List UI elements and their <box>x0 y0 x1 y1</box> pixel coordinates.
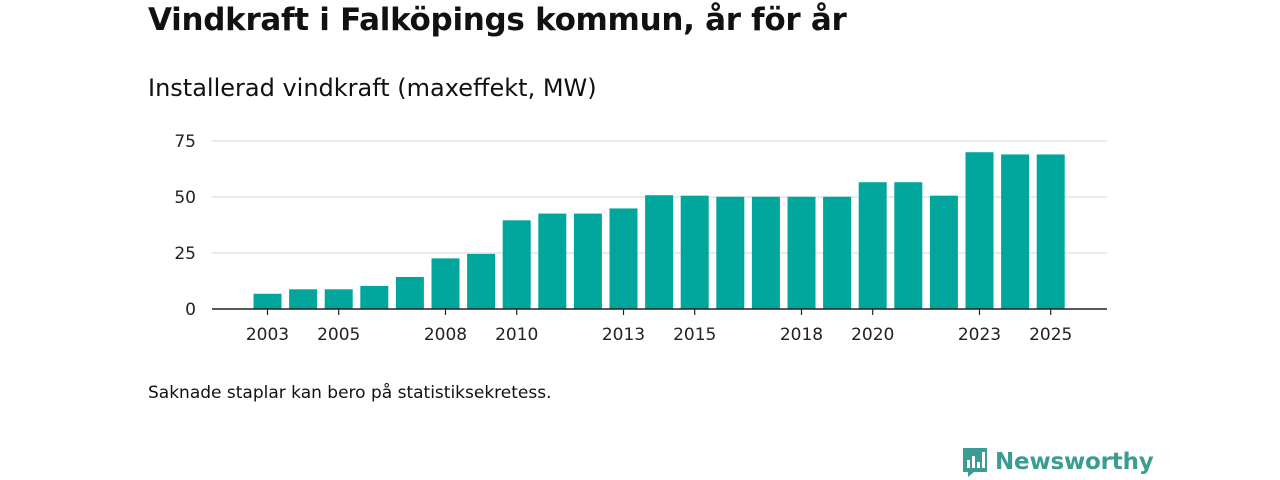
bar-2020 <box>858 182 887 309</box>
x-tick-label: 2005 <box>317 325 360 345</box>
bar-2012 <box>573 213 602 309</box>
x-tick-label: 2025 <box>1029 325 1072 345</box>
bar-2016 <box>716 196 745 309</box>
x-tick-label: 2003 <box>246 325 289 345</box>
x-tick-label: 2015 <box>673 325 716 345</box>
bar-2018 <box>787 196 816 309</box>
bar-2023 <box>965 152 994 309</box>
x-axis-ticks: 2003 2005 2008 2010 2013 2015 2018 2020 2023 2025 <box>246 309 1072 345</box>
brand-name: Newsworthy <box>995 449 1154 475</box>
bar-chart: 0 25 50 75 2003 2005 2008 2010 2013 2015 2018 2020… <box>174 132 1107 345</box>
bar-2005 <box>324 289 353 309</box>
y-tick-label: 50 <box>174 188 196 208</box>
bar-2015 <box>680 195 709 309</box>
x-tick-label: 2010 <box>495 325 538 345</box>
bar-2006 <box>360 285 389 309</box>
bar-2017 <box>751 196 780 309</box>
chart-subtitle: Installerad vindkraft (maxeffekt, MW) <box>148 74 597 102</box>
bar-2019 <box>823 196 852 309</box>
bar-2022 <box>929 195 958 309</box>
chart-title: Vindkraft i Falköpings kommun, år för år <box>148 2 847 38</box>
bar-2011 <box>538 213 567 309</box>
bar-2014 <box>645 195 674 309</box>
brand-logo: Newsworthy <box>961 446 1154 478</box>
bar-2010 <box>502 220 531 309</box>
bar-2004 <box>289 289 318 309</box>
bar-2025 <box>1036 154 1065 309</box>
x-tick-label: 2018 <box>780 325 823 345</box>
bar-2021 <box>894 182 923 309</box>
footnote: Saknade staplar kan bero på statistiksek… <box>148 383 552 403</box>
y-axis-ticks: 0 25 50 75 <box>174 132 196 320</box>
bar-2007 <box>395 276 424 309</box>
x-tick-label: 2008 <box>424 325 467 345</box>
bar-2013 <box>609 208 638 309</box>
x-tick-label: 2020 <box>851 325 894 345</box>
bar-2003 <box>253 293 282 309</box>
newsworthy-logo-icon <box>963 448 987 477</box>
y-tick-label: 75 <box>174 132 196 152</box>
bar-2008 <box>431 258 460 309</box>
bars <box>253 152 1065 309</box>
x-tick-label: 2013 <box>602 325 645 345</box>
bar-2024 <box>1001 154 1030 309</box>
y-tick-label: 25 <box>174 244 196 264</box>
bar-2009 <box>467 253 496 309</box>
y-tick-label: 0 <box>185 300 196 320</box>
x-tick-label: 2023 <box>958 325 1001 345</box>
